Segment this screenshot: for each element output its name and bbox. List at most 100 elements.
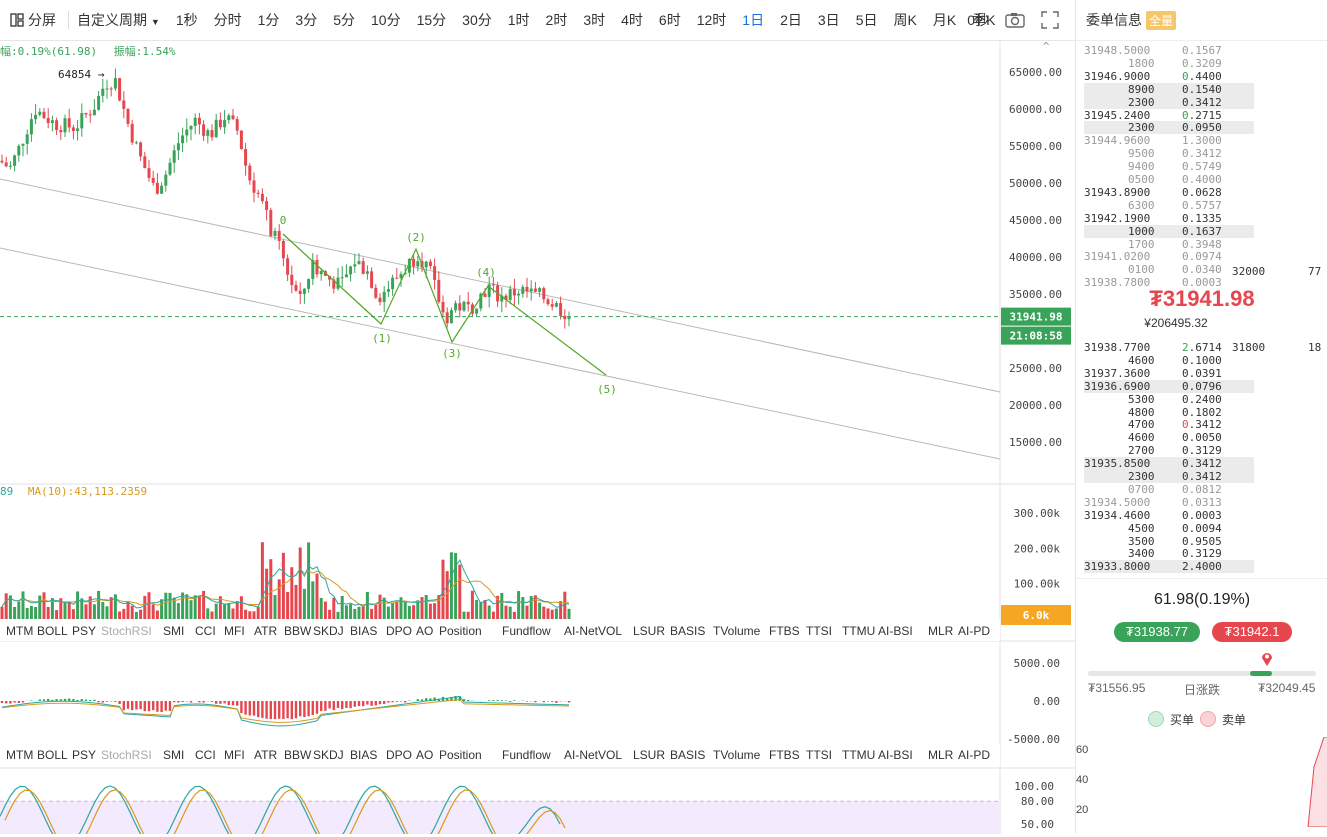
indicator-tab[interactable]: Position	[439, 748, 482, 762]
indicator-tab[interactable]: BOLL	[37, 748, 68, 762]
indicator-tab[interactable]: PSY	[72, 624, 96, 638]
camera-icon[interactable]	[1005, 12, 1025, 28]
indicator-tab[interactable]: AI-NetVOL	[564, 624, 622, 638]
indicator-tab[interactable]: StochRSI	[101, 748, 152, 762]
indicator-tab[interactable]: StochRSI	[101, 624, 152, 638]
indicator-tab[interactable]: CCI	[195, 624, 216, 638]
period-tab[interactable]: 5日	[848, 10, 886, 30]
split-screen-button[interactable]: 分屏	[0, 10, 56, 30]
indicator-tab[interactable]: LSUR	[633, 624, 665, 638]
indicator-tab[interactable]: BIAS	[350, 624, 377, 638]
period-tab[interactable]: 3分	[287, 10, 325, 30]
indicator-tab[interactable]: TTMU	[842, 748, 875, 762]
period-tab[interactable]: 10分	[363, 10, 409, 30]
indicator-tab[interactable]: MFI	[224, 624, 245, 638]
indicator-tab[interactable]: BASIS	[670, 624, 705, 638]
period-tab[interactable]: 6时	[651, 10, 689, 30]
period-tab[interactable]: 2时	[538, 10, 576, 30]
indicator-tab[interactable]: LSUR	[633, 748, 665, 762]
indicator-tab[interactable]: FTBS	[769, 748, 800, 762]
period-tab[interactable]: 12时	[689, 10, 735, 30]
buy-price-button[interactable]: ₮31938.77	[1114, 622, 1200, 642]
indicator-tab[interactable]: AO	[416, 624, 433, 638]
indicator-tab[interactable]: ATR	[254, 624, 277, 638]
period-tab[interactable]: 2日	[772, 10, 810, 30]
indicator-tab[interactable]: SMI	[163, 748, 184, 762]
indicator-tab[interactable]: SKDJ	[313, 624, 344, 638]
period-tab[interactable]: 30分	[454, 10, 500, 30]
indicator-tab[interactable]: TTMU	[842, 624, 875, 638]
indicator-tab[interactable]: AI-BSI	[878, 748, 913, 762]
indicator-tab[interactable]: DPO	[386, 748, 412, 762]
fullscreen-icon[interactable]	[1041, 11, 1059, 29]
chart-canvas[interactable]: 65000.0060000.0055000.0050000.0045000.00…	[0, 41, 1075, 834]
period-tab[interactable]: 1分	[250, 10, 288, 30]
indicator-tab[interactable]: AO	[416, 748, 433, 762]
indicator-tab[interactable]: SKDJ	[313, 748, 344, 762]
indicator-tab[interactable]: MTM	[6, 748, 33, 762]
indicator-tab[interactable]: Fundflow	[502, 748, 551, 762]
indicator-tab[interactable]: DPO	[386, 624, 412, 638]
full-depth-badge[interactable]: 全量	[1146, 11, 1176, 30]
period-tab[interactable]: 分时	[206, 10, 250, 30]
indicator-tab[interactable]: MLR	[928, 624, 953, 638]
period-tab[interactable]: 4时	[613, 10, 651, 30]
period-tab[interactable]: 周K	[885, 10, 924, 30]
indicator-tab[interactable]: BBW	[284, 624, 311, 638]
indicator-tab[interactable]: BIAS	[350, 748, 377, 762]
indicator-tab[interactable]: MTM	[6, 624, 33, 638]
indicator-tab[interactable]: Position	[439, 624, 482, 638]
indicator-tab[interactable]: BASIS	[670, 748, 705, 762]
indicator-tab[interactable]: Fundflow	[502, 624, 551, 638]
indicator-tab[interactable]: ATR	[254, 748, 277, 762]
indicator-tab[interactable]: PSY	[72, 748, 96, 762]
indicator-tab[interactable]: BOLL	[37, 624, 68, 638]
indicator-tab[interactable]: MFI	[224, 748, 245, 762]
sell-price-button[interactable]: ₮31942.1	[1212, 622, 1292, 642]
indicator-tab[interactable]: TTSI	[806, 748, 832, 762]
period-tab[interactable]: 月K	[925, 10, 964, 30]
period-tab[interactable]: 15分	[409, 10, 455, 30]
period-tab[interactable]: 3日	[810, 10, 848, 30]
indicator-tab[interactable]: AI-NetVOL	[564, 748, 622, 762]
indicator-tab[interactable]: MLR	[928, 748, 953, 762]
indicator-tab[interactable]: TVolume	[713, 748, 760, 762]
indicator-tab[interactable]: CCI	[195, 748, 216, 762]
indicator-tab[interactable]: BBW	[284, 748, 311, 762]
period-tab[interactable]: 3时	[575, 10, 613, 30]
custom-period-dropdown[interactable]: 自定义周期 ▼	[71, 10, 168, 30]
period-tab[interactable]: 1日	[734, 10, 772, 30]
period-tab[interactable]: 1时	[500, 10, 538, 30]
period-tab[interactable]: 1秒	[168, 10, 206, 30]
